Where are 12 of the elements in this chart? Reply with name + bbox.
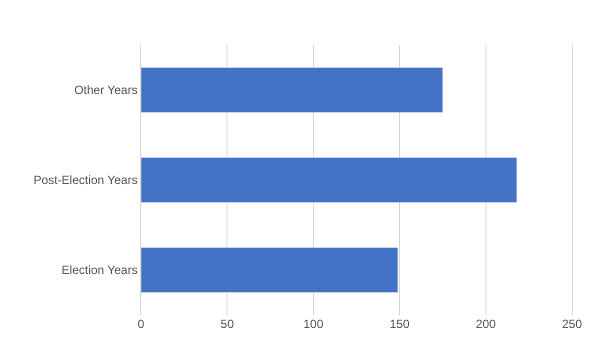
y-tick-label: Post-Election Years	[34, 173, 138, 188]
x-tick-label: 100	[303, 317, 324, 331]
x-tick-label: 50	[220, 317, 234, 331]
y-tick-label: Other Years	[74, 83, 138, 98]
x-tick-label: 150	[390, 317, 410, 331]
x-tick-label: 0	[138, 317, 145, 331]
bar	[141, 67, 443, 113]
x-tick-label: 250	[562, 317, 582, 331]
bar	[141, 157, 518, 203]
y-tick-label: Election Years	[62, 263, 138, 278]
x-tick-label: 200	[476, 317, 496, 331]
bar	[141, 247, 398, 293]
